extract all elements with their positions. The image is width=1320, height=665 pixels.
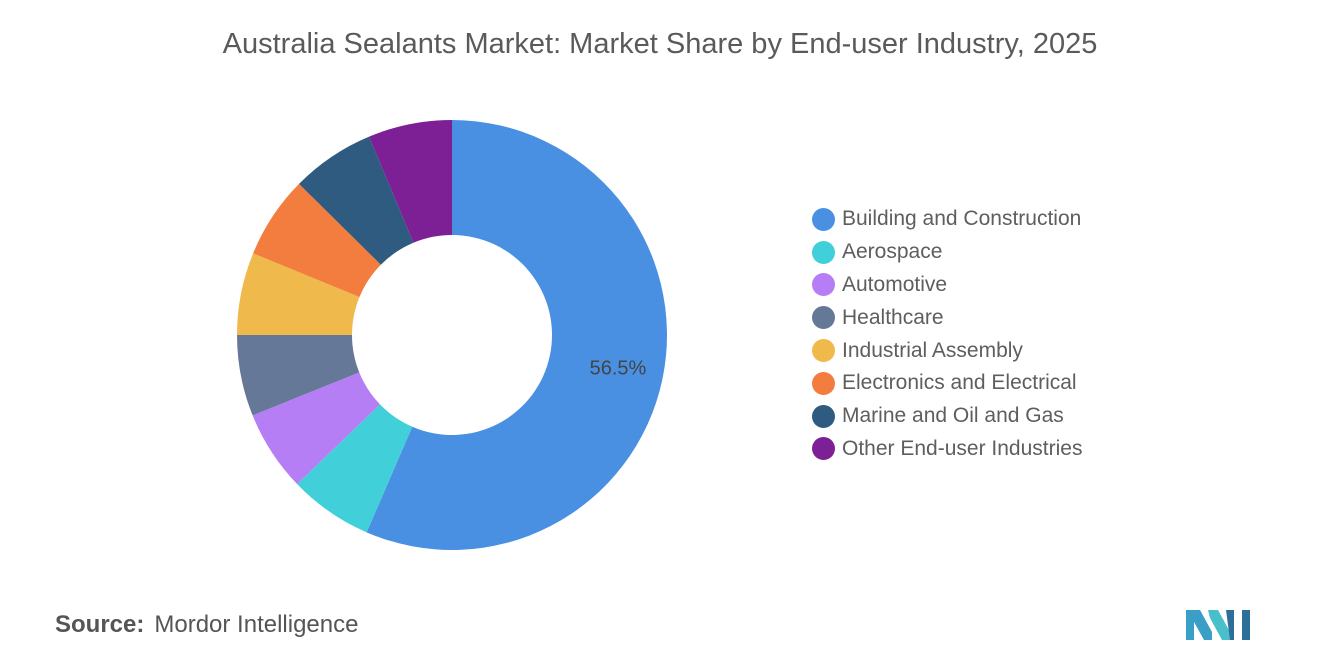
donut-slice xyxy=(253,183,381,298)
legend-label: Aerospace xyxy=(842,240,943,264)
source-note: Source: Mordor Intelligence xyxy=(55,611,358,639)
legend-item: Healthcare xyxy=(812,301,1082,334)
donut-slice xyxy=(369,120,452,243)
donut-slice xyxy=(252,372,380,485)
source-value: Mordor Intelligence xyxy=(154,611,359,638)
donut-data-labels: 56.5% xyxy=(590,358,647,380)
legend-swatch xyxy=(812,306,835,330)
legend-swatch xyxy=(812,240,835,264)
source-label: Source: xyxy=(55,611,145,638)
legend-item: Aerospace xyxy=(812,236,1082,269)
legend-label: Building and Construction xyxy=(842,207,1082,231)
donut-slices xyxy=(237,120,667,550)
chart-title: Australia Sealants Market: Market Share … xyxy=(222,28,1098,60)
legend-label: Healthcare xyxy=(842,305,944,329)
chart-legend: Building and Construction Aerospace Automo… xyxy=(812,203,1082,465)
legend-swatch xyxy=(812,404,835,428)
legend-label: Industrial Assembly xyxy=(842,338,1023,362)
legend-label: Electronics and Electrical xyxy=(842,371,1077,395)
legend-item: Electronics and Electrical xyxy=(812,367,1082,400)
legend-item: Industrial Assembly xyxy=(812,334,1082,367)
legend-item: Automotive xyxy=(812,269,1082,302)
donut-slice xyxy=(297,404,413,533)
legend-item: Building and Construction xyxy=(812,203,1082,236)
legend-label: Automotive xyxy=(842,272,948,296)
donut-slice xyxy=(366,120,667,550)
legend-swatch xyxy=(812,273,835,297)
legend-swatch xyxy=(812,207,835,231)
mordor-intelligence-logo-icon xyxy=(1186,610,1250,640)
legend-swatch xyxy=(812,371,835,395)
data-label: 56.5% xyxy=(590,358,647,380)
legend-label: Marine and Oil and Gas xyxy=(842,404,1064,428)
donut-slice xyxy=(237,253,360,335)
legend-item: Marine and Oil and Gas xyxy=(812,400,1082,433)
legend-label: Other End-user Industries xyxy=(842,436,1083,460)
legend-swatch xyxy=(812,437,835,461)
legend-item: Other End-user Industries xyxy=(812,433,1082,466)
donut-slice xyxy=(299,136,414,265)
legend-swatch xyxy=(812,339,835,363)
donut-slice xyxy=(237,335,360,416)
